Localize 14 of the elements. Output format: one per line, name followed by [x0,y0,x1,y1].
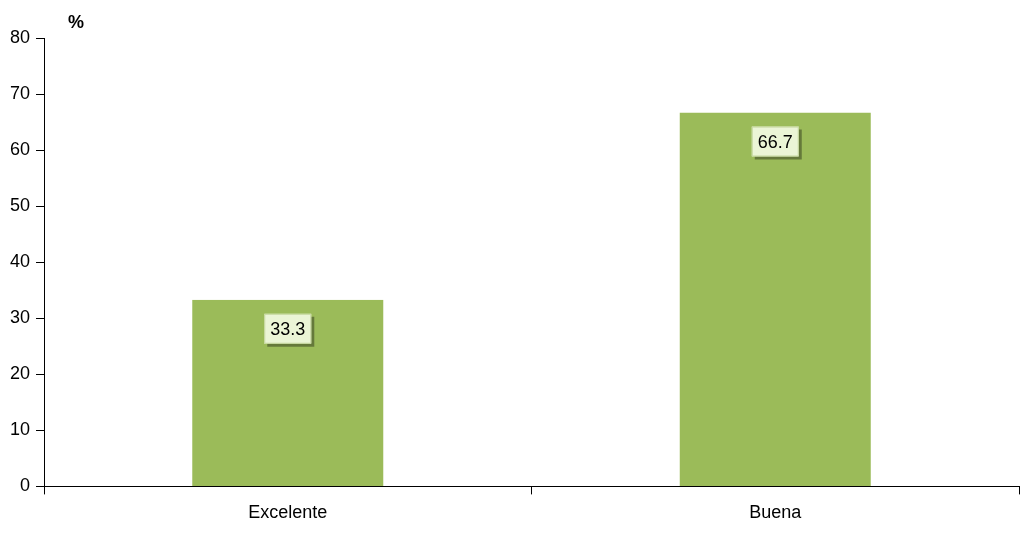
y-tick-label: 70 [9,83,31,104]
data-label: 33.3 [270,318,306,339]
y-tick-label: 30 [9,307,31,328]
x-tick-label: Buena [749,502,803,523]
y-tick-label: 80 [9,26,31,47]
y-axis-title: % [68,11,85,32]
y-tick-label: 20 [9,363,31,384]
y-tick-label: 50 [9,195,31,216]
y-tick-label: 0 [20,475,31,496]
y-tick-label: 10 [9,419,31,440]
data-label: 66.7 [757,131,793,152]
y-tick-label: 40 [9,251,31,272]
y-tick-label: 60 [9,139,31,160]
x-tick-label: Excelente [248,502,328,523]
